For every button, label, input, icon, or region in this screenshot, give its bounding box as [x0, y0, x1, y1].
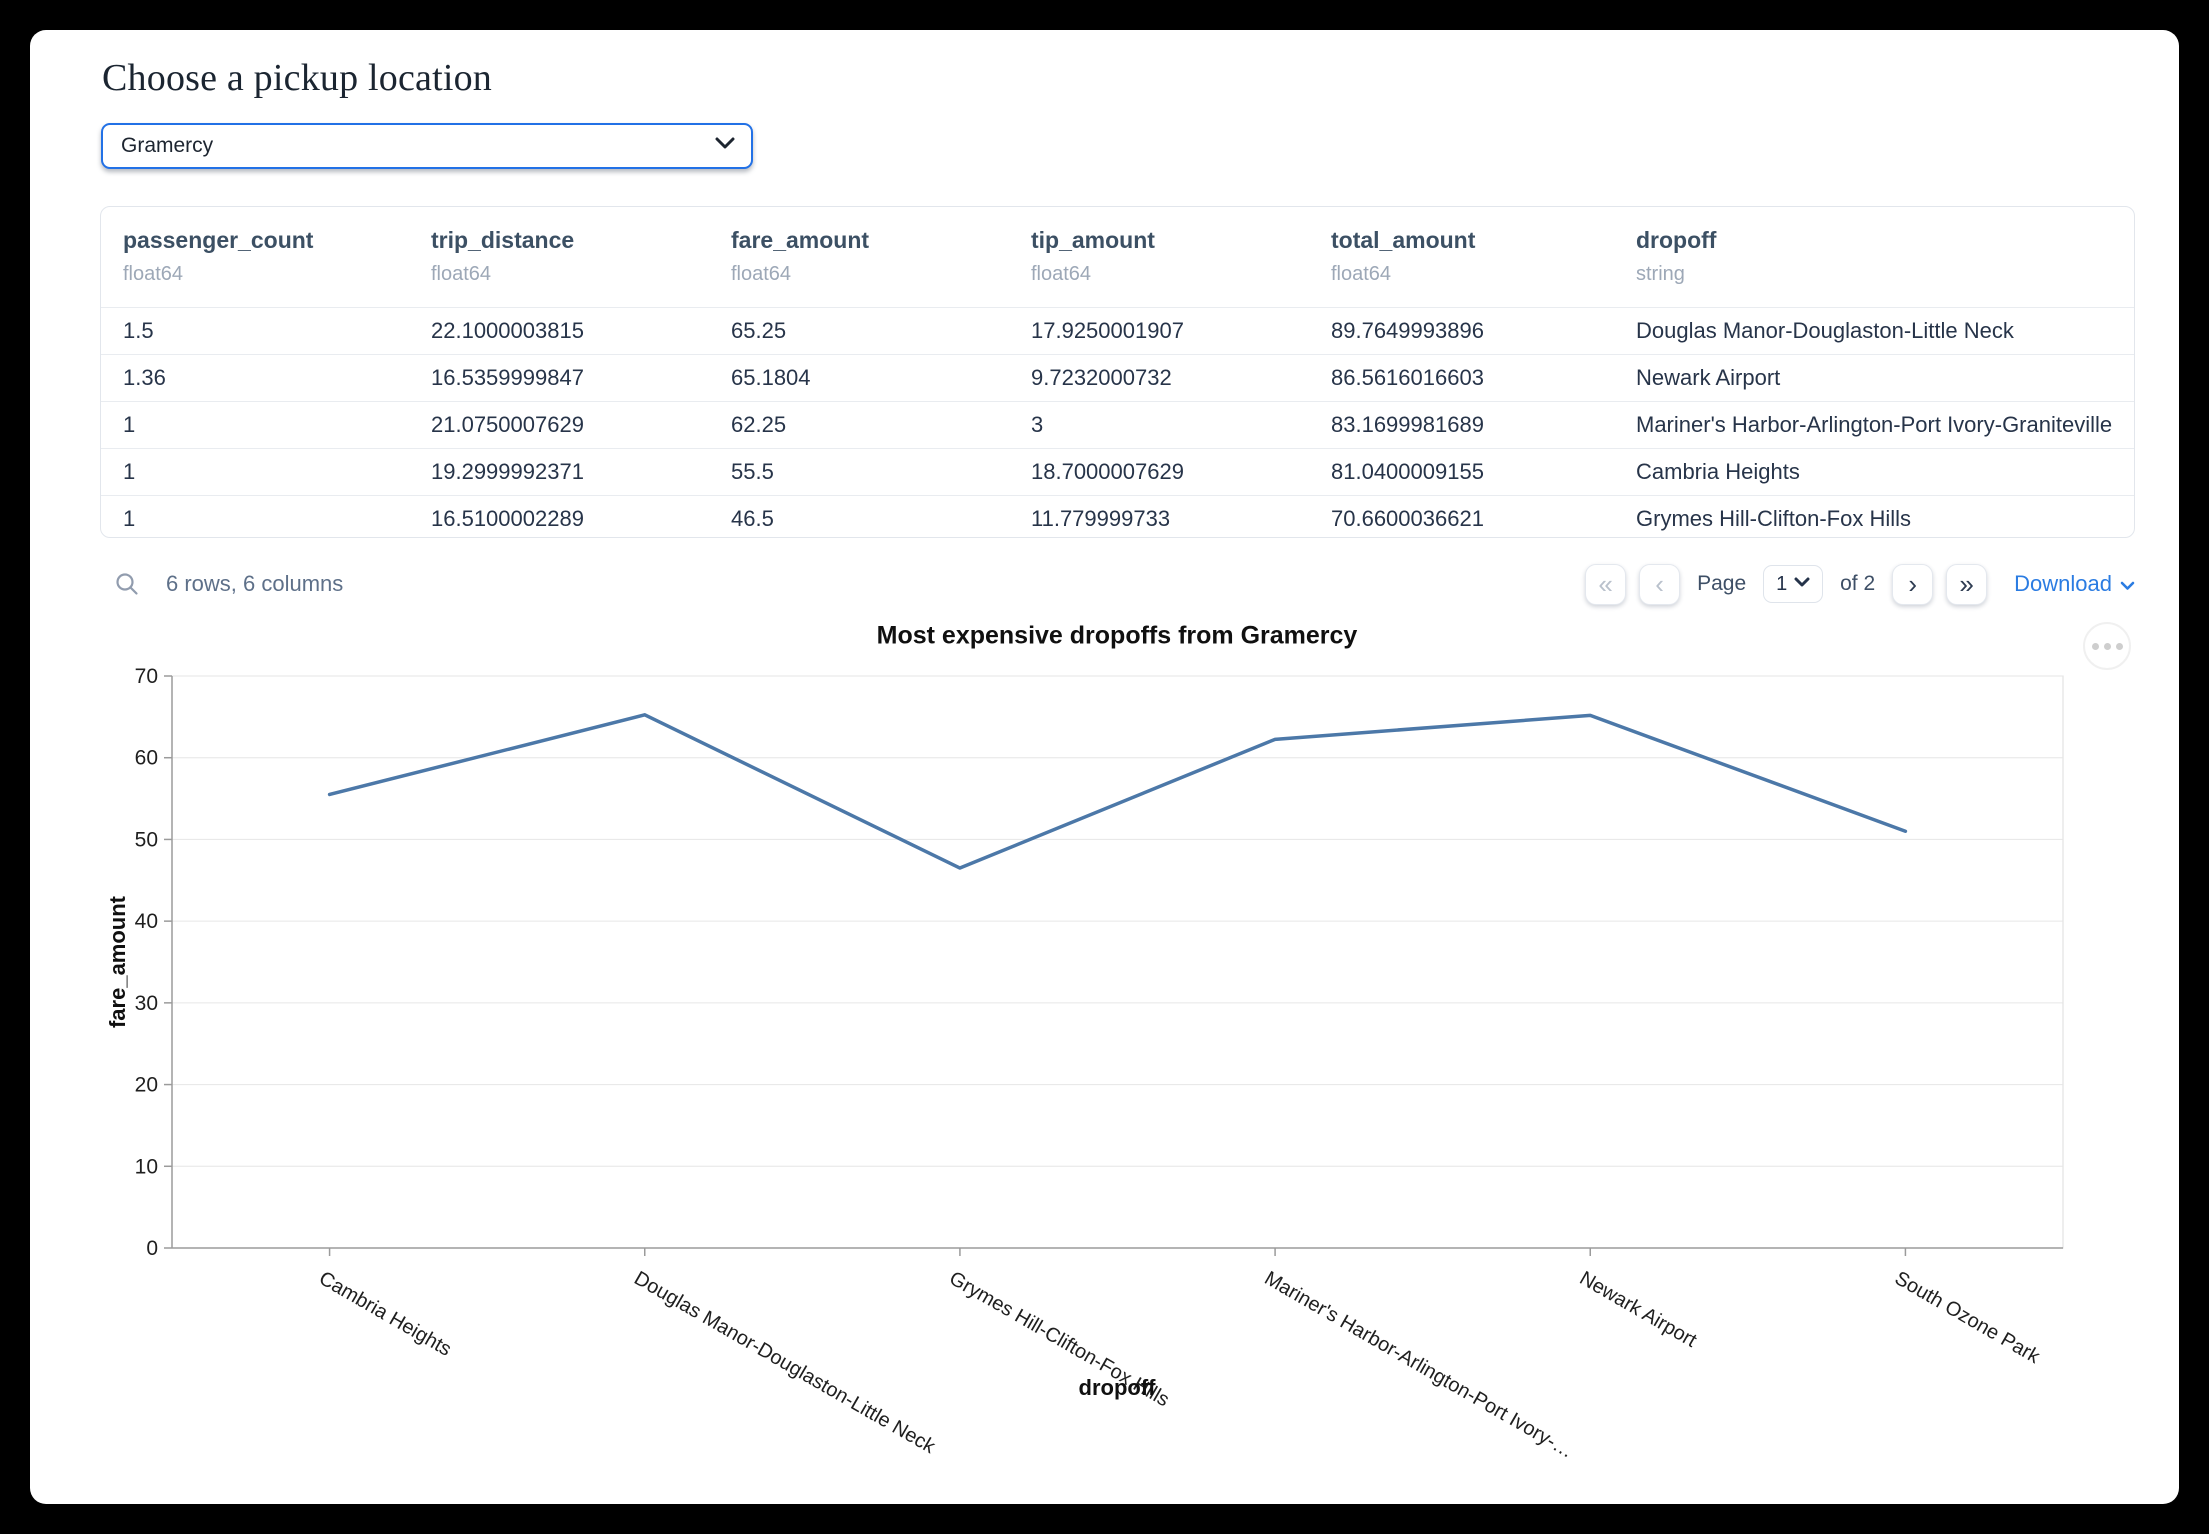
ellipsis-icon	[2115, 642, 2123, 650]
page-number-value: 1	[1776, 572, 1788, 595]
table-cell: Newark Airport	[1636, 365, 1781, 390]
table-cell: 65.25	[731, 318, 787, 343]
table-cell: 46.5	[731, 506, 774, 531]
pickup-location-value: Gramercy	[121, 134, 214, 157]
table-cell: 65.1804	[731, 365, 811, 390]
table-cell: 62.25	[731, 412, 787, 437]
svg-text:0: 0	[146, 1237, 158, 1260]
table-cell: 89.7649993896	[1331, 318, 1484, 343]
table-cell: 18.7000007629	[1031, 459, 1184, 484]
table-cell: 1.5	[123, 318, 154, 343]
table-cell: 19.2999992371	[431, 459, 584, 484]
chevron-down-icon	[1794, 575, 1810, 593]
chart-actions-menu-button[interactable]	[2083, 622, 2131, 670]
table-cell: 55.5	[731, 459, 774, 484]
table-cell: 22.1000003815	[431, 318, 584, 343]
ellipsis-icon	[2091, 642, 2099, 650]
table-cell: 11.779999733	[1031, 506, 1171, 531]
search-icon[interactable]	[114, 571, 140, 597]
table-cell: 3	[1031, 412, 1044, 437]
svg-text:20: 20	[135, 1074, 158, 1097]
download-label: Download	[2014, 571, 2112, 596]
x-axis-title: dropoff	[1078, 1375, 1156, 1400]
svg-text:30: 30	[135, 992, 158, 1015]
table-cell: Mariner's Harbor-Arlington-Port Ivory-Gr…	[1636, 412, 2113, 437]
table-cell: 21.0750007629	[431, 412, 584, 437]
table-header-row: passenger_count float64 trip_distance float…	[101, 207, 2134, 307]
last-page-button[interactable]: »	[1946, 563, 1988, 605]
trips-table: passenger_count float64 trip_distance float…	[100, 206, 2135, 538]
prev-page-button[interactable]: ‹	[1639, 563, 1681, 605]
chart-section: 0 10 20 30 40 50 60 70 Cambria Heights Douglas Ma…	[30, 610, 2179, 1490]
table-cell: Cambria Heights	[1636, 459, 1800, 484]
table-cell: 83.1699981689	[1331, 412, 1484, 437]
next-page-button[interactable]: ›	[1892, 563, 1934, 605]
page-number-select[interactable]: 1	[1763, 565, 1824, 603]
app-window: Choose a pickup location Gramercy passen…	[30, 30, 2179, 1504]
table-cell: 86.5616016603	[1331, 365, 1484, 390]
table-cell: 70.6600036621	[1331, 506, 1484, 531]
chevron-down-icon	[715, 137, 735, 155]
table-cell: 1	[123, 412, 136, 437]
chevron-down-icon	[2120, 571, 2135, 597]
table-cell: 16.5100002289	[431, 506, 584, 531]
table-cell: Douglas Manor-Douglaston-Little Neck	[1636, 318, 2014, 343]
table-cell: 1	[123, 506, 136, 531]
table-cell: 17.9250001907	[1031, 318, 1184, 343]
table-row[interactable]: 1.36 16.5359999847 65.1804 9.7232000732 86.5…	[101, 354, 2134, 401]
table-body: 1.5 22.1000003815 65.25 17.9250001907 89.764…	[101, 307, 2134, 537]
column-header-total_amount[interactable]: total_amount float64	[1331, 227, 1476, 285]
download-link[interactable]: Download	[2014, 571, 2135, 597]
first-page-button[interactable]: «	[1585, 563, 1627, 605]
table-cell: 1	[123, 459, 136, 484]
svg-text:Mariner's Harbor-Arlington-Por: Mariner's Harbor-Arlington-Port Ivory-…	[1261, 1267, 1578, 1462]
svg-text:South Ozone Park: South Ozone Park	[1891, 1267, 2044, 1368]
svg-text:Newark Airport: Newark Airport	[1576, 1267, 1701, 1352]
y-axis-title: fare_amount	[105, 895, 130, 1029]
page-of-label: of 2	[1840, 572, 1876, 595]
table-cell: 1.36	[123, 365, 166, 390]
table-footer: 6 rows, 6 columns « ‹ Page 1 of 2 › » Do…	[100, 556, 2135, 612]
table-cell: 9.7232000732	[1031, 365, 1172, 390]
page-label: Page	[1697, 572, 1747, 595]
table-row[interactable]: 1 21.0750007629 62.25 3 83.1699981689 Mariner…	[101, 401, 2134, 448]
table-cell: 16.5359999847	[431, 365, 584, 390]
line-chart-canvas: 0 10 20 30 40 50 60 70 Cambria Heights Douglas Ma…	[135, 665, 2064, 1463]
column-header-dropoff[interactable]: dropoff string	[1636, 227, 1717, 285]
table-cell: 81.0400009155	[1331, 459, 1484, 484]
svg-text:70: 70	[135, 665, 158, 688]
svg-text:50: 50	[135, 828, 158, 851]
table-cell: Grymes Hill-Clifton-Fox Hills	[1636, 506, 1912, 531]
pickup-location-select[interactable]: Gramercy	[101, 123, 753, 169]
rows-summary: 6 rows, 6 columns	[166, 571, 344, 596]
svg-text:Cambria Heights: Cambria Heights	[315, 1267, 455, 1361]
table-row[interactable]: 1 16.5100002289 46.5 11.779999733 70.6600036…	[101, 495, 2134, 537]
svg-text:Douglas Manor-Douglaston-Littl: Douglas Manor-Douglaston-Little Neck	[630, 1267, 939, 1458]
ellipsis-icon	[2103, 642, 2111, 650]
column-header-fare_amount[interactable]: fare_amount float64	[731, 227, 870, 285]
table-row[interactable]: 1.5 22.1000003815 65.25 17.9250001907 89.764…	[101, 307, 2134, 354]
column-header-tip_amount[interactable]: tip_amount float64	[1031, 227, 1155, 285]
table-row[interactable]: 1 19.2999992371 55.5 18.7000007629 81.040000…	[101, 448, 2134, 495]
page-title: Choose a pickup location	[102, 57, 492, 99]
svg-text:10: 10	[135, 1155, 158, 1178]
svg-text:40: 40	[135, 910, 158, 933]
chart-title: Most expensive dropoffs from Gramercy	[876, 621, 1358, 650]
column-header-trip_distance[interactable]: trip_distance float64	[431, 227, 575, 285]
svg-text:60: 60	[135, 747, 158, 770]
column-header-passenger_count[interactable]: passenger_count float64	[123, 227, 314, 285]
